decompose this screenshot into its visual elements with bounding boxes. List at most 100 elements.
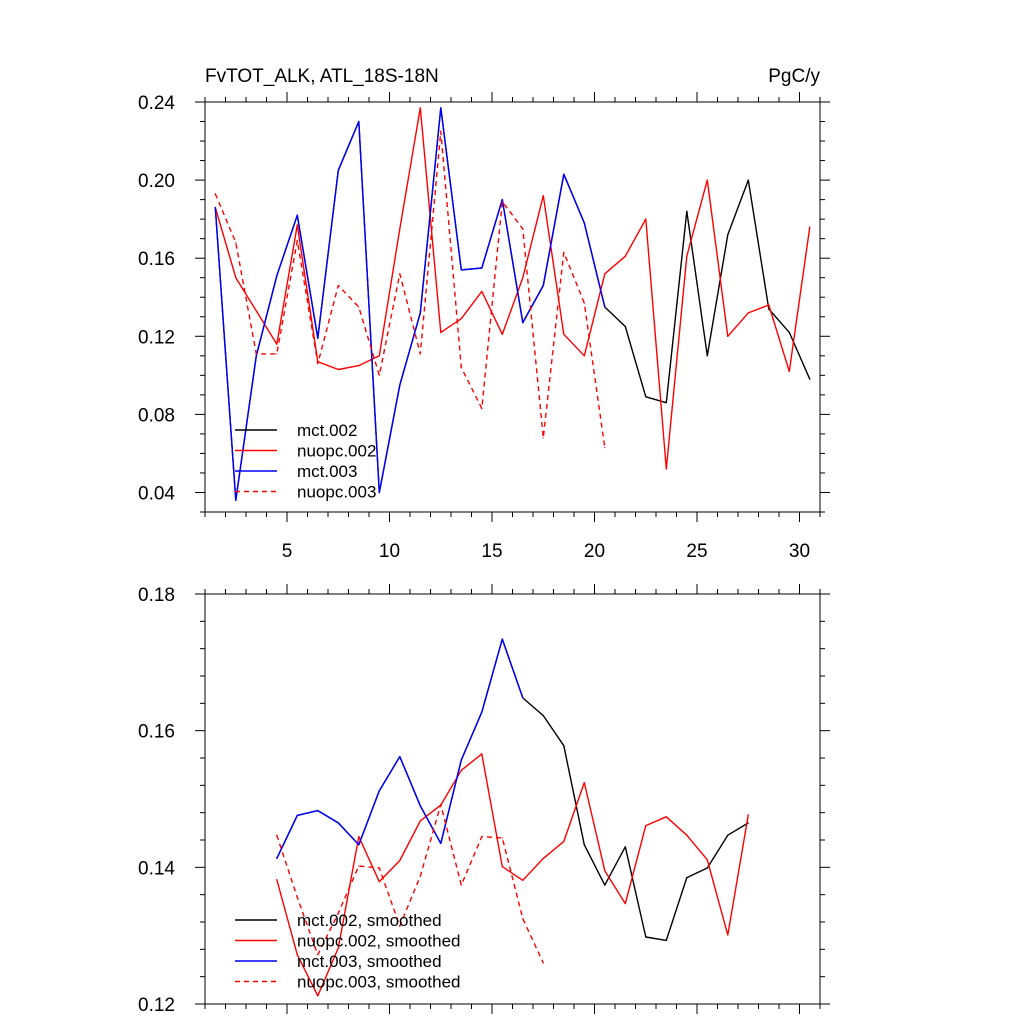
data-point bbox=[747, 822, 749, 824]
data-point bbox=[727, 234, 729, 236]
data-point bbox=[317, 810, 319, 812]
data-point bbox=[378, 881, 380, 883]
data-point bbox=[399, 859, 401, 862]
data-point bbox=[235, 241, 237, 244]
x-tick-label: 20 bbox=[584, 541, 605, 562]
data-point bbox=[337, 822, 339, 824]
data-point bbox=[296, 224, 298, 226]
data-point bbox=[378, 491, 380, 494]
data-point bbox=[214, 193, 216, 195]
data-point bbox=[727, 934, 729, 936]
data-point bbox=[399, 756, 401, 758]
data-point bbox=[399, 228, 401, 230]
data-point bbox=[788, 331, 790, 333]
data-point bbox=[501, 638, 503, 640]
data-point bbox=[522, 697, 524, 699]
data-point bbox=[624, 255, 626, 257]
data-point bbox=[419, 805, 421, 807]
x-tick-label: 30 bbox=[789, 541, 810, 562]
data-point bbox=[296, 954, 298, 956]
data-point bbox=[296, 896, 298, 899]
data-point bbox=[583, 844, 585, 846]
data-point bbox=[378, 355, 380, 357]
data-point bbox=[583, 222, 585, 224]
data-point bbox=[276, 879, 278, 881]
series-line-nuopc-002 bbox=[214, 107, 811, 470]
data-point bbox=[624, 846, 626, 848]
data-point bbox=[317, 363, 319, 365]
data-point bbox=[296, 240, 298, 242]
data-point bbox=[686, 876, 688, 879]
data-point bbox=[645, 218, 647, 220]
data-point bbox=[583, 355, 585, 357]
data-point bbox=[378, 867, 380, 869]
data-point bbox=[604, 306, 606, 308]
data-point bbox=[727, 834, 729, 836]
data-point bbox=[317, 337, 319, 339]
data-point bbox=[235, 499, 237, 501]
data-point bbox=[235, 277, 237, 279]
data-point bbox=[358, 835, 360, 838]
data-point bbox=[747, 179, 749, 181]
data-point bbox=[358, 364, 360, 367]
data-point bbox=[276, 353, 278, 355]
data-point bbox=[276, 275, 278, 277]
data-point bbox=[604, 884, 606, 886]
data-point bbox=[706, 179, 708, 181]
legend-label: mct.002 bbox=[297, 421, 357, 440]
data-point bbox=[501, 199, 503, 201]
legend-label: mct.003 bbox=[297, 462, 357, 481]
chart-units: PgC/y bbox=[768, 66, 820, 87]
data-point bbox=[542, 284, 544, 287]
series-line-mct-003-smoothed bbox=[276, 638, 524, 859]
legend-label: nuopc.002, smoothed bbox=[297, 932, 461, 951]
y-tick-label: 0.18 bbox=[138, 585, 175, 606]
data-point bbox=[686, 255, 688, 257]
data-point bbox=[440, 107, 442, 109]
data-point bbox=[317, 954, 319, 956]
data-point bbox=[460, 366, 462, 369]
data-point bbox=[522, 917, 524, 920]
data-point bbox=[460, 759, 462, 761]
data-point bbox=[522, 228, 524, 230]
data-point bbox=[276, 834, 278, 836]
data-point bbox=[481, 267, 483, 269]
x-tick-label: 5 bbox=[282, 541, 293, 562]
data-point bbox=[542, 437, 544, 439]
data-point bbox=[358, 865, 360, 867]
data-point bbox=[440, 331, 442, 333]
data-point bbox=[727, 335, 729, 337]
data-point bbox=[522, 277, 524, 279]
series-line-nuopc-003-smoothed bbox=[276, 803, 544, 964]
data-point bbox=[665, 402, 667, 404]
data-point bbox=[542, 715, 544, 717]
data-point bbox=[481, 753, 483, 755]
data-point bbox=[399, 384, 401, 386]
legend-label: mct.002, smoothed bbox=[297, 911, 442, 930]
data-point bbox=[665, 468, 667, 470]
series-line-nuopc-002-smoothed bbox=[276, 753, 749, 997]
data-point bbox=[419, 353, 421, 355]
data-point bbox=[522, 879, 524, 881]
data-point bbox=[460, 769, 462, 771]
data-point bbox=[706, 867, 708, 869]
data-point bbox=[809, 226, 811, 228]
data-point bbox=[337, 912, 339, 914]
data-point bbox=[686, 210, 688, 212]
data-point bbox=[563, 251, 565, 253]
data-point bbox=[358, 306, 360, 308]
data-point bbox=[481, 290, 483, 292]
data-point bbox=[440, 803, 442, 806]
data-point bbox=[214, 206, 216, 209]
data-point bbox=[604, 870, 606, 872]
legend-label: nuopc.002 bbox=[297, 442, 376, 461]
data-point bbox=[378, 374, 380, 376]
data-point bbox=[768, 308, 770, 310]
data-point bbox=[747, 814, 749, 816]
data-point bbox=[706, 859, 708, 861]
data-point bbox=[337, 368, 339, 371]
data-point bbox=[624, 902, 626, 905]
data-point bbox=[768, 304, 770, 306]
data-point bbox=[563, 745, 565, 747]
